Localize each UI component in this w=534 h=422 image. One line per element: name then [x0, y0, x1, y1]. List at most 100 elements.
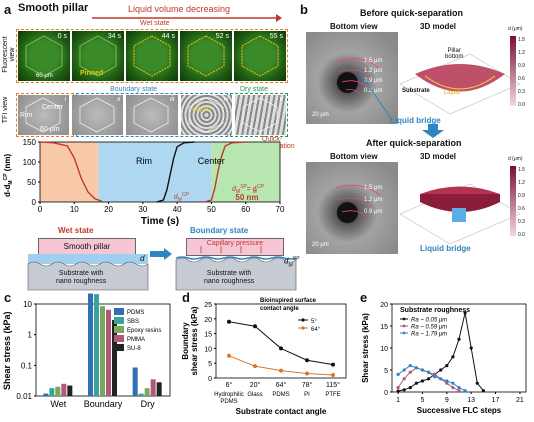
dm-cp2-annotation: MCP: [253, 184, 265, 195]
tfi-frame-index: i: [64, 96, 67, 103]
tfi-frame: iii: [126, 95, 178, 135]
legend-marker: [402, 324, 406, 328]
category-label: 64°: [276, 381, 287, 389]
data-point: [481, 389, 485, 393]
data-point: [451, 355, 455, 359]
legend-marker: [301, 318, 305, 322]
wet-state-schematic: Wet state Smooth pillar Substrate with n…: [27, 226, 149, 291]
boundary-substrate-text: Substrate with nano roughness: [204, 270, 255, 285]
x-tick-label: 21: [516, 397, 524, 404]
y-axis-label: Shear stress (kPa): [361, 313, 370, 383]
data-point: [475, 381, 479, 385]
data-point: [402, 368, 406, 372]
substrate-name: PI: [304, 392, 310, 398]
wet-schematic-title: Wet state: [58, 226, 94, 235]
data-point: [457, 389, 461, 393]
dm-sp-annotation: dMSP= d: [232, 184, 257, 195]
fluorescent-frame: 44 s: [126, 31, 178, 81]
before-scale: 20 μm: [312, 112, 329, 118]
before-after-arrow: [422, 124, 444, 138]
substrate-name: PTFE: [325, 392, 340, 398]
fluorescent-frame-time: 44 s: [161, 33, 175, 40]
data-point: [253, 324, 257, 329]
y-tick-label: 10: [23, 300, 32, 309]
y-tick-label: 10: [380, 346, 388, 353]
list-item: 0.3: [518, 219, 525, 225]
category-label: Wet: [50, 399, 66, 409]
tfi-frame-index: v: [279, 96, 284, 103]
tfi-frames: i ii iii iv v: [18, 95, 287, 135]
data-point: [227, 353, 231, 358]
list-item: 1.2: [518, 50, 525, 56]
after-scale: 20 μm: [312, 242, 329, 248]
x-tick-label: 50: [207, 205, 216, 214]
bar: [88, 293, 93, 396]
tfi-frame: ii: [72, 95, 124, 135]
list-item: 0.9 μm: [364, 78, 383, 84]
legend-swatch: [114, 335, 124, 342]
data-point: [451, 381, 455, 385]
list-item: 0.6: [518, 76, 525, 82]
list-item: 1.2 μm: [364, 68, 383, 74]
tfi-frame-index: ii: [117, 96, 121, 103]
legend-swatch: [114, 344, 124, 351]
legend-swatch: [114, 317, 124, 324]
colorbar-before-label: d (μm): [508, 26, 523, 32]
list-item: 0.9 μm: [364, 209, 383, 215]
colorbar-before: [510, 36, 516, 106]
rim-label: Rim: [20, 112, 33, 119]
data-point: [451, 386, 455, 390]
fluorescent-scale: 60 μm: [36, 73, 53, 79]
data-point: [457, 337, 461, 341]
liquid-3d-label: Liquid: [444, 90, 461, 96]
y-tick-label: 15: [380, 324, 388, 331]
after-ring-labels: 1.5 μm 1.2 μm 0.9 μm: [364, 182, 382, 218]
x-tick-label: 20: [104, 205, 113, 214]
data-point: [402, 388, 406, 392]
data-point: [439, 368, 443, 372]
list-item: 0.6: [518, 206, 525, 212]
list-item: 0.0: [518, 232, 525, 238]
legend-entry: 5°: [311, 319, 317, 325]
category-label: Dry: [141, 399, 155, 409]
data-point: [445, 379, 449, 383]
fluorescent-frame: 55 s: [234, 31, 286, 81]
x-tick-label: 60: [241, 205, 250, 214]
y-axis-label: Boundary: [181, 322, 190, 360]
center-label: Center: [42, 104, 64, 111]
legend-entry: Epoxy resins: [127, 328, 161, 334]
x-tick-label: 10: [70, 205, 79, 214]
category-label: 115°: [326, 381, 340, 389]
before-ring-labels: 1.5 μm 1.2 μm 0.9 μm 0.3 μm: [364, 56, 382, 96]
data-point: [331, 373, 335, 378]
fluorescent-frame: 52 s: [180, 31, 232, 81]
y-axis-label: Shear stress (kPa): [2, 311, 12, 390]
data-point: [439, 377, 443, 381]
data-point: [396, 389, 400, 393]
capillary-pressure-box: Capillary pressure: [186, 238, 284, 256]
data-point: [469, 346, 473, 350]
bar: [100, 306, 105, 396]
x-tick-label: 30: [138, 205, 147, 214]
pinned-label: Pinned: [80, 70, 104, 77]
y-tick-label: 0.01: [16, 392, 32, 401]
d-label: d: [140, 254, 145, 263]
pillar-bottom-label: Pillar bottom: [445, 48, 464, 60]
legend-title: Bioinspired surface: [260, 298, 317, 304]
legend-swatch: [114, 308, 124, 315]
series-rim: [156, 141, 195, 203]
liquid-label: Liquid: [192, 106, 211, 113]
fluorescent-view-label: Fluorescent view: [2, 36, 16, 73]
bar: [150, 379, 156, 396]
fluorescent-frame-time: 55 s: [269, 33, 283, 40]
x-axis-label: Time (s): [141, 216, 179, 227]
panel-d-chart: 05101520256°HydrophilicPDMS20°Glass64°PD…: [181, 298, 347, 416]
data-point: [396, 372, 400, 376]
y-tick-label: 0: [384, 390, 388, 397]
boundary-state-label: Boundary state: [110, 86, 158, 93]
data-point: [445, 381, 449, 385]
data-point: [253, 364, 257, 369]
legend-entry: Ra ~ 0.05 μm: [411, 318, 447, 324]
after-bottom-image: 1.5 μm 1.2 μm 0.9 μm 20 μm: [306, 162, 398, 254]
